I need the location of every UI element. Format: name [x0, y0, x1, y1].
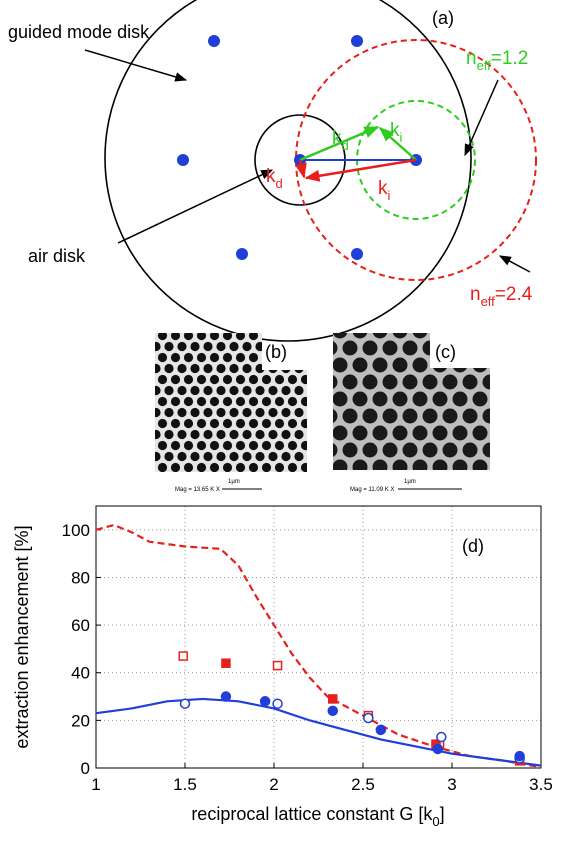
neff-green-pointer	[465, 80, 498, 155]
caption: Mag = 13.65 K X	[175, 487, 220, 493]
y-tick-label: 0	[81, 759, 90, 778]
data-point	[222, 659, 230, 667]
neff-red-label: neff=2.4	[470, 284, 533, 309]
sem-b: (b) Mag = 13.65 K X 1μm	[155, 333, 307, 493]
y-tick-label: 60	[71, 616, 90, 635]
data-point	[179, 652, 187, 660]
panel-label: (a)	[432, 8, 454, 28]
x-tick-label: 2	[269, 775, 278, 794]
guided-pointer	[85, 50, 186, 80]
data-point	[376, 725, 385, 734]
figure: (a) guided mode disk air disk kd ki kd k…	[0, 0, 583, 841]
data-point	[274, 662, 282, 670]
data-point	[181, 699, 190, 708]
x-tick-label: 3	[447, 775, 456, 794]
diagram: (a) guided mode disk air disk kd ki kd k…	[8, 0, 536, 341]
scale-label: 1μm	[228, 479, 240, 485]
data-point	[364, 713, 373, 722]
panel-label: (b)	[265, 342, 287, 362]
x-tick-label: 3.5	[529, 775, 553, 794]
data-point	[273, 699, 282, 708]
y-tick-label: 80	[71, 568, 90, 587]
guided-disk	[105, 0, 471, 341]
y-tick-label: 100	[62, 521, 90, 540]
kd-red-label: kd	[266, 166, 283, 191]
lattice-points	[177, 35, 422, 260]
panel-label: (c)	[435, 342, 456, 362]
x-tick-label: 1	[91, 775, 100, 794]
scale-label: 1μm	[404, 479, 416, 485]
guided-label: guided mode disk	[8, 22, 150, 42]
ki-red-arrow	[306, 160, 416, 178]
data-line	[96, 525, 541, 767]
data-point	[261, 697, 270, 706]
data-point	[515, 752, 524, 761]
ki-red-label: ki	[378, 178, 391, 203]
annotation: (d)	[462, 536, 484, 556]
neff-green-label: neff=1.2	[466, 48, 528, 73]
kd-green-label: kd	[332, 128, 349, 153]
air-pointer	[118, 170, 272, 243]
data-line	[96, 699, 541, 766]
sem-c: (c) Mag = 11.09 K X 1μm	[333, 333, 490, 493]
chart: (d) extraction enhancement [%] reciproca…	[12, 506, 553, 829]
data-point	[328, 706, 337, 715]
x-axis-title: reciprocal lattice constant G [k0]	[191, 804, 444, 829]
y-tick-label: 20	[71, 711, 90, 730]
neff-red-pointer	[500, 256, 530, 272]
page: {"diagram": { "panel_label": "(a)", "gui…	[0, 0, 583, 846]
air-label: air disk	[28, 246, 86, 266]
x-tick-label: 1.5	[173, 775, 197, 794]
data-point	[329, 695, 337, 703]
y-tick-label: 40	[71, 664, 90, 683]
data-point	[433, 744, 442, 753]
data-point	[221, 692, 230, 701]
y-axis-title: extraction enhancement [%]	[12, 525, 32, 748]
caption: Mag = 11.09 K X	[350, 487, 394, 493]
data-point	[437, 733, 446, 742]
sem-image	[333, 333, 490, 470]
x-tick-label: 2.5	[351, 775, 375, 794]
